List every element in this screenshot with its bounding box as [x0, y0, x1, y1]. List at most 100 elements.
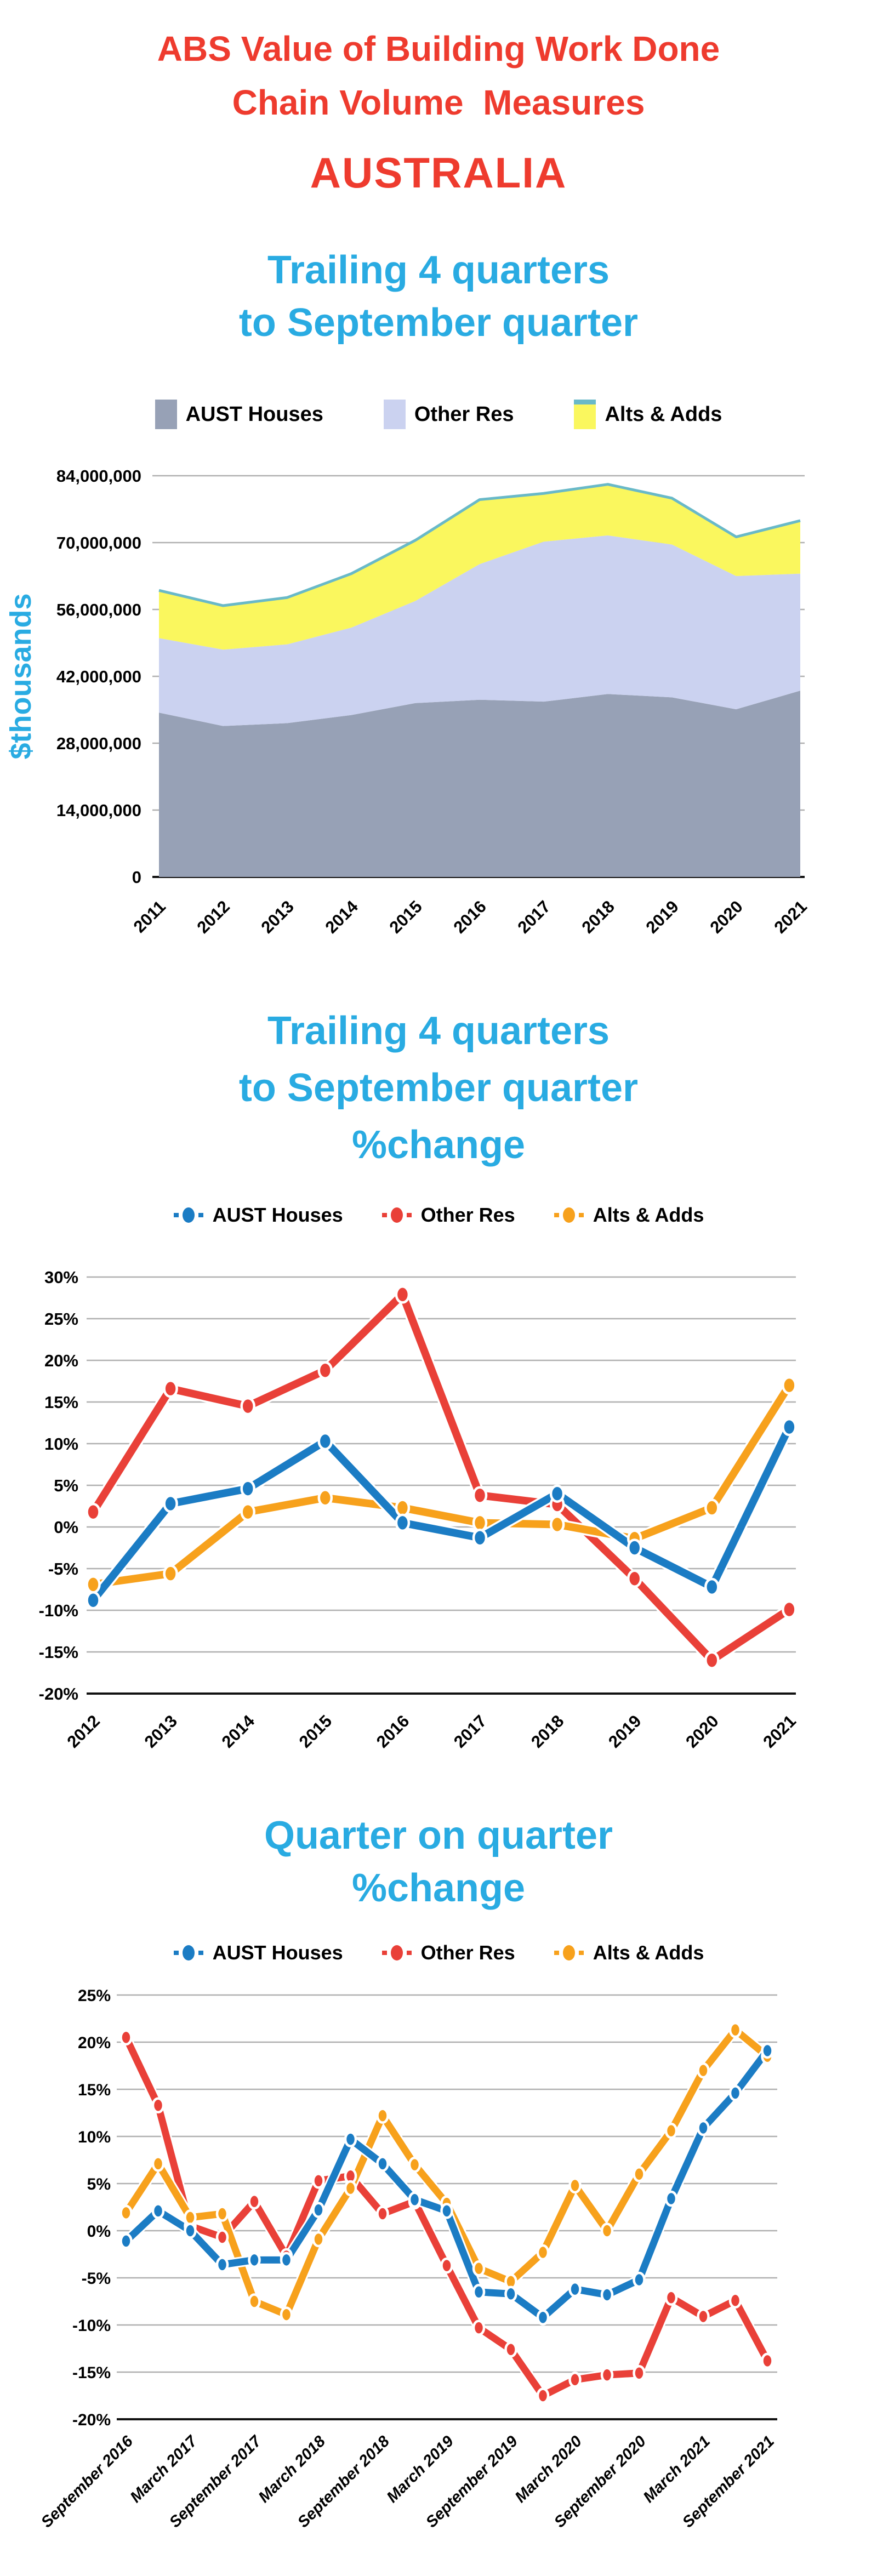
legend-label: Alts & Adds: [593, 1204, 704, 1226]
marker-alts-adds: [408, 2156, 422, 2173]
x-tick-label: 2021: [759, 1711, 800, 1752]
marker-other-res: [664, 2289, 678, 2306]
marker-aust-houses: [184, 2222, 197, 2239]
y-tick-label: -20%: [39, 1684, 78, 1703]
line-other-res: [89, 1290, 793, 1665]
y-tick-label: 0%: [54, 1518, 78, 1537]
section3-heading-line1: Quarter on quarter: [264, 1814, 613, 1857]
y-tick-label: 0: [132, 868, 141, 887]
legend-marker-other-res-icon: [381, 1207, 412, 1223]
y-tick-label: 5%: [54, 1476, 78, 1495]
marker-aust-houses: [395, 1513, 411, 1532]
y-tick-label: -5%: [48, 1559, 78, 1578]
y-tick-label: -15%: [72, 2364, 111, 2382]
y-tick-label: 30%: [44, 1268, 78, 1287]
marker-other-res: [440, 2257, 453, 2274]
x-tick-label: 2012: [193, 897, 234, 937]
legend-marker-aust-houses-icon: [173, 1207, 203, 1223]
marker-other-res: [86, 1502, 101, 1521]
marker-other-res: [395, 1285, 411, 1304]
legend-label: AUST Houses: [212, 1941, 343, 1964]
legend-swatch-aust-houses-icon: [155, 400, 177, 429]
line-casing-other-res: [87, 1289, 795, 1666]
y-axis-title: $thousands: [4, 593, 37, 759]
marker-aust-houses: [440, 2203, 453, 2219]
marker-other-res: [782, 1600, 797, 1619]
marker-aust-houses: [248, 2252, 261, 2269]
marker-alts-adds: [472, 2260, 486, 2277]
y-tick-label: 14,000,000: [56, 801, 141, 820]
marker-aust-houses: [119, 2233, 133, 2249]
legend-item-aust-houses: AUST Houses: [173, 1941, 343, 1964]
marker-aust-houses: [728, 2085, 742, 2101]
legend-label: AUST Houses: [212, 1204, 343, 1226]
y-tick-label: -15%: [39, 1643, 78, 1662]
total-line: [158, 483, 801, 607]
main-title-line2: Chain Volume Measures: [232, 83, 645, 122]
legend-marker-aust-houses-icon: [173, 1945, 203, 1961]
area-series-aust-houses: [159, 691, 800, 877]
marker-alts-adds: [697, 2062, 710, 2079]
marker-alts-adds: [184, 2209, 197, 2226]
marker-other-res: [151, 2097, 165, 2113]
legend-label: Alts & Adds: [605, 402, 722, 426]
x-tick-label: September 2016: [38, 2432, 137, 2532]
legend-marker-alts-adds-icon: [554, 1945, 584, 1961]
legend-item-alts-adds: Alts & Adds: [554, 1941, 704, 1964]
marker-alts-adds: [119, 2204, 133, 2221]
legend-item-alts-adds: Alts & Adds: [554, 1204, 704, 1227]
x-tick-label: 2020: [706, 897, 747, 937]
marker-aust-houses: [215, 2256, 229, 2273]
line-alts-adds: [89, 1381, 793, 1588]
x-tick-label: 2016: [449, 897, 490, 937]
marker-aust-houses: [151, 2203, 165, 2219]
marker-aust-houses: [704, 1577, 720, 1597]
y-tick-label: 56,000,000: [56, 600, 141, 619]
marker-other-res: [215, 2229, 229, 2246]
marker-aust-houses: [568, 2281, 582, 2298]
legend-marker-alts-adds-icon: [554, 1207, 584, 1223]
y-tick-label: 84,000,000: [56, 466, 141, 486]
x-tick-label: 2019: [642, 897, 682, 937]
legend-item-other-res: Other Res: [383, 400, 514, 429]
legend-item-alts-adds: Alts & Adds: [574, 400, 722, 429]
marker-aust-houses: [633, 2271, 646, 2288]
marker-alts-adds: [633, 2166, 646, 2182]
legend-label: Other Res: [420, 1941, 515, 1964]
marker-aust-houses: [549, 1484, 565, 1503]
section1-heading-line1: Trailing 4 quarters: [267, 248, 610, 292]
stacked-area-chart: 84,000,000 70,000,000 56,000,000 42,000,000…: [4, 466, 811, 937]
x-tick-label: 2015: [385, 897, 426, 937]
y-tick-label: 25%: [44, 1309, 78, 1329]
marker-aust-houses: [163, 1494, 178, 1513]
area-chart-legend: AUST Houses Other Res Alts & Adds: [0, 398, 877, 431]
marker-other-res: [472, 1486, 488, 1504]
y-tick-label: -5%: [82, 2270, 111, 2288]
x-tick-label: 2011: [130, 897, 169, 936]
marker-other-res: [633, 2364, 646, 2381]
section2-heading-line1: Trailing 4 quarters: [267, 1009, 610, 1053]
y-tick-label: 10%: [78, 2128, 111, 2146]
marker-aust-houses: [472, 2284, 486, 2300]
y-tick-label: 10%: [44, 1434, 78, 1454]
x-tick-label: 2015: [295, 1711, 336, 1752]
section2-heading-line3: %change: [351, 1123, 526, 1167]
area-series-alts-adds: [159, 484, 800, 650]
marker-aust-houses: [761, 2042, 774, 2059]
x-tick-label: 2019: [605, 1711, 645, 1752]
marker-alts-adds: [728, 2021, 742, 2038]
marker-alts-adds: [472, 1513, 488, 1532]
marker-aust-houses: [317, 1432, 333, 1451]
marker-other-res: [317, 1361, 333, 1380]
legend-label: Other Res: [414, 402, 514, 426]
x-tick-label: 2014: [321, 897, 362, 937]
marker-alts-adds: [163, 1564, 178, 1583]
marker-aust-houses: [664, 2190, 678, 2207]
x-tick-label: 2020: [682, 1711, 722, 1752]
marker-aust-houses: [782, 1417, 797, 1437]
marker-other-res: [312, 2173, 325, 2189]
x-tick-label: 2017: [450, 1711, 491, 1752]
marker-aust-houses: [536, 2309, 550, 2326]
marker-other-res: [119, 2029, 133, 2046]
yearly-pct-change-line-chart: 30% 25% 20% 15% 10% 5% 0% -5% -10% -15% -20% 2012 20…: [39, 1268, 800, 1752]
